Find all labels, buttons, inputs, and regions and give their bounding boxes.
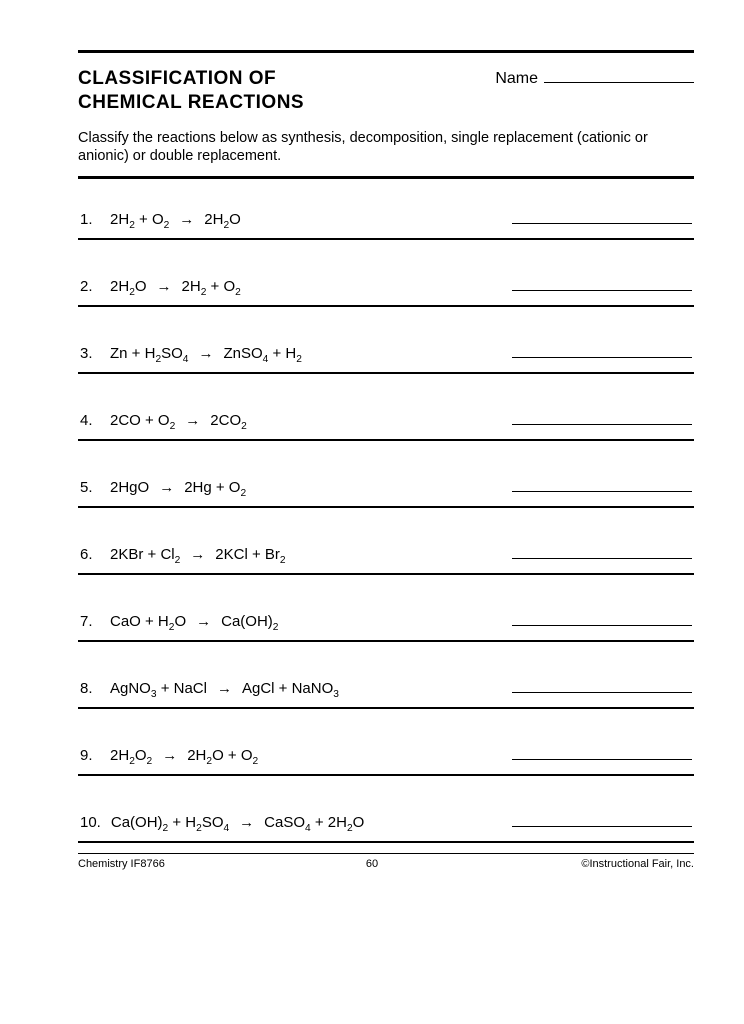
header-row: CLASSIFICATION OF CHEMICAL REACTIONS Nam… (78, 67, 694, 115)
answer-blank-line[interactable] (512, 614, 692, 626)
footer-page-number: 60 (366, 858, 378, 870)
equation: 3. Zn + H2SO4→ZnSO4 + H2 (80, 345, 302, 362)
equation-text: 2HgO→2Hg + O2 (110, 479, 246, 496)
worksheet-title: CLASSIFICATION OF CHEMICAL REACTIONS (78, 67, 304, 115)
equation: 6. 2KBr + Cl2→2KCl + Br2 (80, 546, 286, 563)
problem-row: 7. CaO + H2O→Ca(OH)2 (78, 605, 694, 642)
problem-row: 10. Ca(OH)2 + H2SO4→CaSO4 + 2H2O (78, 806, 694, 843)
problem-row: 4. 2CO + O2→2CO2 (78, 404, 694, 441)
answer-blank-line[interactable] (512, 212, 692, 224)
equation-text: Zn + H2SO4→ZnSO4 + H2 (110, 345, 302, 362)
worksheet-page: CLASSIFICATION OF CHEMICAL REACTIONS Nam… (0, 0, 744, 890)
name-label: Name (495, 70, 538, 88)
name-field: Name (495, 69, 694, 88)
title-line-2: CHEMICAL REACTIONS (78, 91, 304, 115)
answer-blank-line[interactable] (512, 346, 692, 358)
problem-number: 6. (80, 546, 100, 563)
equation-text: 2KBr + Cl2→2KCl + Br2 (110, 546, 286, 563)
answer-blank-line[interactable] (512, 547, 692, 559)
problem-number: 4. (80, 412, 100, 429)
problem-row: 8. AgNO3 + NaCl→AgCl + NaNO3 (78, 672, 694, 709)
equation-text: 2H2 + O2→2H2O (110, 211, 241, 228)
answer-blank-line[interactable] (512, 815, 692, 827)
equation: 2. 2H2O→2H2 + O2 (80, 278, 241, 295)
equation-text: AgNO3 + NaCl→AgCl + NaNO3 (110, 680, 339, 697)
page-footer: Chemistry IF8766 60 ©Instructional Fair,… (78, 853, 694, 870)
instructions-text: Classify the reactions below as synthesi… (78, 129, 694, 167)
answer-blank-line[interactable] (512, 681, 692, 693)
equation: 5. 2HgO→2Hg + O2 (80, 479, 246, 496)
problems-list: 1. 2H2 + O2→2H2O 2. 2H2O→2H2 + O2 3. Zn + H2S… (78, 203, 694, 843)
equation-text: 2H2O2→2H2O + O2 (110, 747, 258, 764)
equation-text: CaO + H2O→Ca(OH)2 (110, 613, 278, 630)
top-rule (78, 50, 694, 53)
problem-row: 5. 2HgO→2Hg + O2 (78, 471, 694, 508)
equation: 10. Ca(OH)2 + H2SO4→CaSO4 + 2H2O (80, 814, 364, 831)
problem-number: 7. (80, 613, 100, 630)
problem-number: 1. (80, 211, 100, 228)
equation: 9. 2H2O2→2H2O + O2 (80, 747, 258, 764)
problem-row: 6. 2KBr + Cl2→2KCl + Br2 (78, 538, 694, 575)
footer-left: Chemistry IF8766 (78, 858, 165, 870)
title-line-1: CLASSIFICATION OF (78, 67, 304, 91)
answer-blank-line[interactable] (512, 279, 692, 291)
equation-text: 2CO + O2→2CO2 (110, 412, 247, 429)
problem-row: 2. 2H2O→2H2 + O2 (78, 270, 694, 307)
equation: 1. 2H2 + O2→2H2O (80, 211, 241, 228)
problem-number: 8. (80, 680, 100, 697)
problem-row: 9. 2H2O2→2H2O + O2 (78, 739, 694, 776)
problem-number: 9. (80, 747, 100, 764)
problem-number: 3. (80, 345, 100, 362)
equation-text: 2H2O→2H2 + O2 (110, 278, 241, 295)
instructions-rule (78, 176, 694, 179)
problem-number: 5. (80, 479, 100, 496)
problem-row: 1. 2H2 + O2→2H2O (78, 203, 694, 240)
problem-row: 3. Zn + H2SO4→ZnSO4 + H2 (78, 337, 694, 374)
problem-number: 10. (80, 814, 101, 831)
answer-blank-line[interactable] (512, 413, 692, 425)
problem-number: 2. (80, 278, 100, 295)
equation: 7. CaO + H2O→Ca(OH)2 (80, 613, 278, 630)
equation-text: Ca(OH)2 + H2SO4→CaSO4 + 2H2O (111, 814, 364, 831)
name-blank-line[interactable] (544, 69, 694, 83)
answer-blank-line[interactable] (512, 748, 692, 760)
equation: 4. 2CO + O2→2CO2 (80, 412, 247, 429)
answer-blank-line[interactable] (512, 480, 692, 492)
footer-right: ©Instructional Fair, Inc. (581, 858, 694, 870)
equation: 8. AgNO3 + NaCl→AgCl + NaNO3 (80, 680, 339, 697)
